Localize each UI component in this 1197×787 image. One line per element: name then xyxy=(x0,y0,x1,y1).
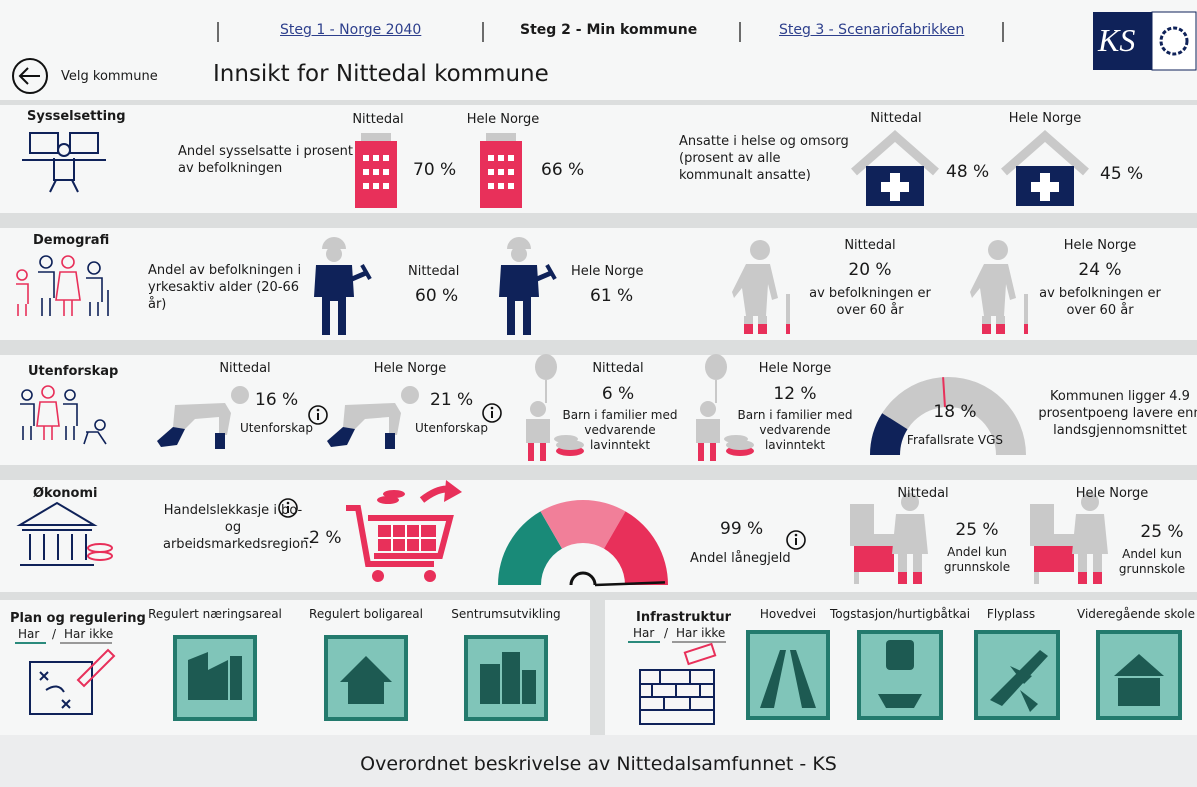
area-label: Hele Norge xyxy=(571,263,644,280)
metric-label: Andel av befolkningen i yrkesaktiv alder… xyxy=(148,262,308,313)
nav-link[interactable]: Steg 3 - Scenariofabrikken xyxy=(779,22,964,39)
metric-value: 45 % xyxy=(1100,166,1143,183)
metric-value: 25 % xyxy=(937,522,1017,539)
feature-label: Flyplass xyxy=(961,607,1061,622)
house-icon xyxy=(854,136,936,206)
area-label: Nittedal xyxy=(805,237,935,254)
desk-icon xyxy=(22,133,106,192)
feature-label: Regulert boligareal xyxy=(296,607,436,622)
building-icon xyxy=(355,133,397,208)
debt-gauge xyxy=(498,500,668,585)
section-heading: Sysselsetting xyxy=(27,108,126,125)
info-icon[interactable] xyxy=(483,404,501,422)
nav-link[interactable]: Steg 1 - Norge 2040 xyxy=(280,22,421,39)
area-label: Nittedal xyxy=(328,111,428,128)
metric-label: Barn i familier med vedvarende lavinntek… xyxy=(555,408,685,453)
bank-icon xyxy=(20,503,112,565)
section-heading: Utenforskap xyxy=(28,363,118,380)
page: Steg 1 - Norge 2040 Steg 2 - Min kommune… xyxy=(0,0,1197,787)
area-label: Hele Norge xyxy=(1062,485,1162,502)
cart-icon xyxy=(346,480,462,582)
metric-label: av befolkningen er over 60 år xyxy=(1035,285,1165,319)
crawling-icon xyxy=(327,386,419,449)
metric-value: 6 % xyxy=(568,386,668,403)
page-title: Innsikt for Nittedal kommune xyxy=(213,60,549,88)
metric-value: 12 % xyxy=(745,386,845,403)
feature-label: Regulert næringsareal xyxy=(145,607,285,622)
feature-label: Sentrumsutvikling xyxy=(436,607,576,622)
section-heading: Infrastruktur xyxy=(636,609,731,626)
metric-value: 66 % xyxy=(541,162,584,179)
education-icon xyxy=(850,493,928,584)
logo-text: KS xyxy=(1098,22,1135,58)
crawling-icon xyxy=(157,386,249,449)
metric-label: Barn i familier med vedvarende lavinntek… xyxy=(730,408,860,453)
comparison-text: Kommunen ligger 4.9 prosentpoeng lavere … xyxy=(1035,388,1197,439)
metric-label: Andel kun grunnskole xyxy=(1112,547,1192,577)
metric-label: Ansatte i helse og omsorg (prosent av al… xyxy=(679,133,849,184)
metric-label: Handelslekkasje i bo- og arbeidsmarkedsr… xyxy=(163,502,303,553)
section-heading: Demografi xyxy=(33,232,109,249)
area-label: Hele Norge xyxy=(453,111,553,128)
metric-value: 60 % xyxy=(415,288,458,305)
filter-has-not[interactable]: Har ikke xyxy=(676,626,725,641)
elderly-icon xyxy=(970,240,1026,334)
section-heading: Økonomi xyxy=(33,485,97,502)
gauge-value: 18 % xyxy=(905,404,1005,421)
feature-label: Videregående skole xyxy=(1074,607,1197,622)
metric-label: Utenforskap xyxy=(240,421,313,436)
metric-value: 25 % xyxy=(1122,524,1197,541)
plan-icon xyxy=(30,650,114,714)
metric-value: 61 % xyxy=(590,288,633,305)
filter-has[interactable]: Har xyxy=(633,626,654,641)
gauge-caption: Frafallsrate VGS xyxy=(895,433,1015,448)
brick-icon xyxy=(640,644,715,724)
info-icon[interactable] xyxy=(787,531,805,549)
metric-value: 21 % xyxy=(430,392,473,409)
area-label: Nittedal xyxy=(408,263,459,280)
filter-has-not[interactable]: Har ikke xyxy=(64,627,113,642)
house-icon xyxy=(1004,136,1086,206)
metric-label: Andel kun grunnskole xyxy=(937,545,1017,575)
metric-value: 20 % xyxy=(805,262,935,279)
area-label: Nittedal xyxy=(195,360,295,377)
elderly-icon xyxy=(732,240,788,334)
filter-separator: / xyxy=(52,627,56,642)
family-icon xyxy=(16,256,108,316)
metric-value: 70 % xyxy=(413,162,456,179)
area-label: Hele Norge xyxy=(745,360,845,377)
gauge-value: 99 % xyxy=(720,521,763,538)
area-label: Nittedal xyxy=(873,485,973,502)
metric-value: -2 % xyxy=(303,530,342,547)
building-icon xyxy=(480,133,522,208)
area-label: Nittedal xyxy=(568,360,668,377)
gauge-caption: Andel lånegjeld xyxy=(690,550,791,567)
area-label: Hele Norge xyxy=(360,360,460,377)
worker-icon xyxy=(314,237,370,335)
area-label: Nittedal xyxy=(846,110,946,127)
worker-icon xyxy=(499,237,555,335)
metric-label: av befolkningen er over 60 år xyxy=(805,285,935,319)
metric-value: 24 % xyxy=(1035,262,1165,279)
metric-value: 48 % xyxy=(946,164,989,181)
nav-current[interactable]: Steg 2 - Min kommune xyxy=(520,22,697,39)
gauge-hub xyxy=(571,573,595,585)
back-button[interactable] xyxy=(13,59,47,93)
logo-emblem xyxy=(1152,12,1196,70)
feature-label: Togstasjon/hurtigbåtkai xyxy=(830,607,970,622)
education-icon xyxy=(1030,493,1108,584)
metric-label: Utenforskap xyxy=(415,421,488,436)
filter-separator: / xyxy=(664,626,668,641)
metric-label: Andel sysselsatte i prosent av befolknin… xyxy=(178,143,358,177)
footer-text: Overordnet beskrivelse av Nittedalsamfun… xyxy=(0,752,1197,776)
feature-label: Hovedvei xyxy=(738,607,838,622)
area-label: Hele Norge xyxy=(1035,237,1165,254)
metric-value: 16 % xyxy=(255,392,298,409)
section-heading: Plan og regulering xyxy=(10,610,146,627)
back-label[interactable]: Velg kommune xyxy=(61,68,158,85)
group-icon xyxy=(20,386,106,444)
area-label: Hele Norge xyxy=(995,110,1095,127)
filter-has[interactable]: Har xyxy=(18,627,39,642)
